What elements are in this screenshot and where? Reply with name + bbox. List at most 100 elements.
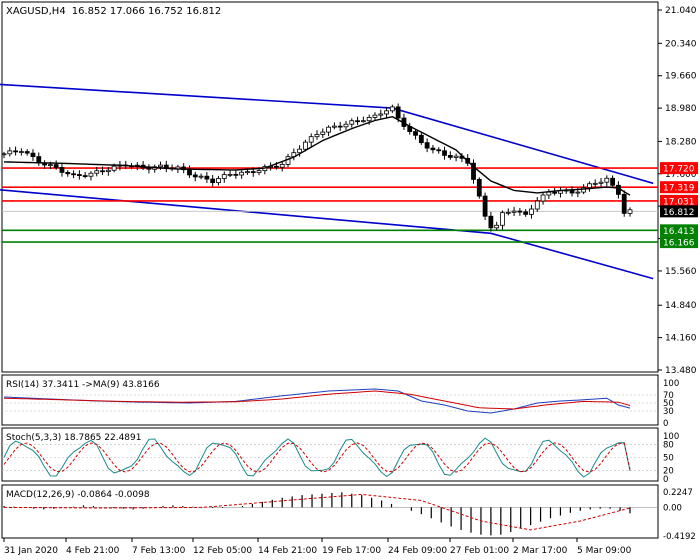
candle-body (395, 106, 401, 119)
candle-body (540, 194, 546, 202)
candle-body (360, 120, 366, 123)
candle-body (517, 210, 523, 213)
rsi-header: RSI(14) 37.3411 ->MA(9) 43.8166 (6, 380, 160, 390)
candle-body (47, 164, 53, 166)
level-label: 16.166 (663, 239, 695, 249)
stoch-header: Stoch(5,3,3) 18.7865 22.4891 (6, 433, 141, 443)
time-axis-label: 24 Feb 09:00 (388, 546, 447, 556)
candle-body (575, 191, 581, 194)
indicator-axis-label: 100 (663, 379, 679, 389)
candle-body (546, 191, 552, 196)
symbol-label: XAGUSD,H4 (6, 6, 66, 17)
candle-body (88, 172, 94, 177)
candle-body (245, 171, 250, 173)
indicator-axis-label: 0.2247 (663, 488, 693, 498)
price-axis-label: 18.980 (665, 104, 697, 114)
candle-body (349, 120, 355, 125)
candle-body (552, 191, 558, 194)
time-axis-label: 7 Feb 13:00 (132, 546, 186, 556)
stoch-panel (1, 427, 659, 482)
time-axis-label: 19 Feb 17:00 (322, 546, 381, 556)
candle-body (314, 133, 320, 138)
candle-body (511, 210, 517, 213)
level-label: 17.031 (663, 197, 695, 207)
candle-body (529, 208, 534, 215)
candle-body (331, 125, 337, 128)
candle-body (256, 170, 262, 173)
candle-body (627, 209, 633, 214)
time-axis-label: 14 Feb 21:00 (258, 546, 317, 556)
time-axis-label: 31 Jan 2020 (4, 546, 58, 556)
candle-body (424, 142, 430, 149)
candle-body (378, 113, 384, 116)
price-axis-label: 14.840 (665, 301, 697, 311)
price-axis-label: 14.160 (665, 334, 697, 344)
price-axis-label: 13.480 (665, 366, 697, 376)
candle-body (163, 164, 169, 169)
ohlc-values: 16.852 17.066 16.752 16.812 (72, 6, 222, 17)
candle-body (621, 193, 627, 214)
price-axis-label: 19.660 (665, 72, 697, 82)
candle-body (413, 131, 418, 136)
candle-body (105, 169, 111, 173)
candle-body (494, 224, 500, 229)
candle-body (372, 114, 378, 118)
candle-body (500, 212, 505, 226)
indicator-axis-label: -0.4192 (663, 532, 696, 542)
candle-body (227, 173, 233, 176)
indicator-axis-label: 30 (663, 407, 674, 417)
candle-body (7, 150, 13, 155)
level-label: 17.720 (663, 165, 695, 175)
candle-body (337, 125, 343, 128)
price-axis-label: 18.280 (665, 137, 697, 147)
candle-body (453, 155, 459, 158)
candle-body (204, 175, 210, 180)
candle-body (488, 215, 494, 229)
candle-body (523, 211, 529, 215)
candle-body (274, 165, 279, 168)
level-label-box (660, 236, 698, 249)
candle-body (221, 174, 227, 179)
current-price-label: 16.812 (663, 208, 695, 218)
price-axis-label: 17.600 (665, 170, 697, 180)
indicator-axis-label: 20 (663, 466, 674, 476)
candle-body (146, 167, 152, 170)
candle-body (303, 141, 308, 150)
candle-body (198, 175, 204, 178)
candle-body (100, 170, 105, 173)
candle-body (384, 110, 389, 115)
candle-body (111, 165, 117, 171)
candle-body (592, 182, 598, 185)
price-axis-label: 21.040 (665, 6, 697, 16)
candle-body (436, 149, 442, 152)
stoch-d-line (3, 442, 631, 473)
candle-body (94, 170, 100, 174)
macd-signal-line (3, 493, 631, 531)
price-axis-label: 15.560 (665, 267, 697, 277)
candle-body (598, 181, 604, 184)
time-axis-label: 27 Feb 01:00 (450, 546, 509, 556)
candle-body (192, 174, 198, 178)
candle-body (30, 152, 36, 158)
candle-body (297, 148, 303, 154)
level-label: 17.319 (663, 184, 695, 194)
indicator-axis-label: 0 (663, 475, 668, 485)
macd-panel (1, 484, 659, 539)
candle-body (18, 151, 24, 153)
candle-body (326, 126, 331, 133)
candle-body (76, 174, 82, 176)
candle-body (366, 116, 372, 122)
candle-body (216, 178, 221, 184)
candle-body (471, 162, 476, 180)
rsi-panel (1, 374, 659, 426)
rsi-ma-line (3, 390, 631, 410)
candle-body (1, 153, 7, 156)
candle-body (53, 164, 59, 168)
candle-body (320, 131, 326, 135)
candle-body (71, 173, 76, 176)
candle-body (343, 123, 349, 128)
moving-average-line (3, 115, 631, 196)
indicator-axis-label: 0 (663, 419, 668, 429)
indicator-axis-label: 70 (663, 391, 674, 401)
